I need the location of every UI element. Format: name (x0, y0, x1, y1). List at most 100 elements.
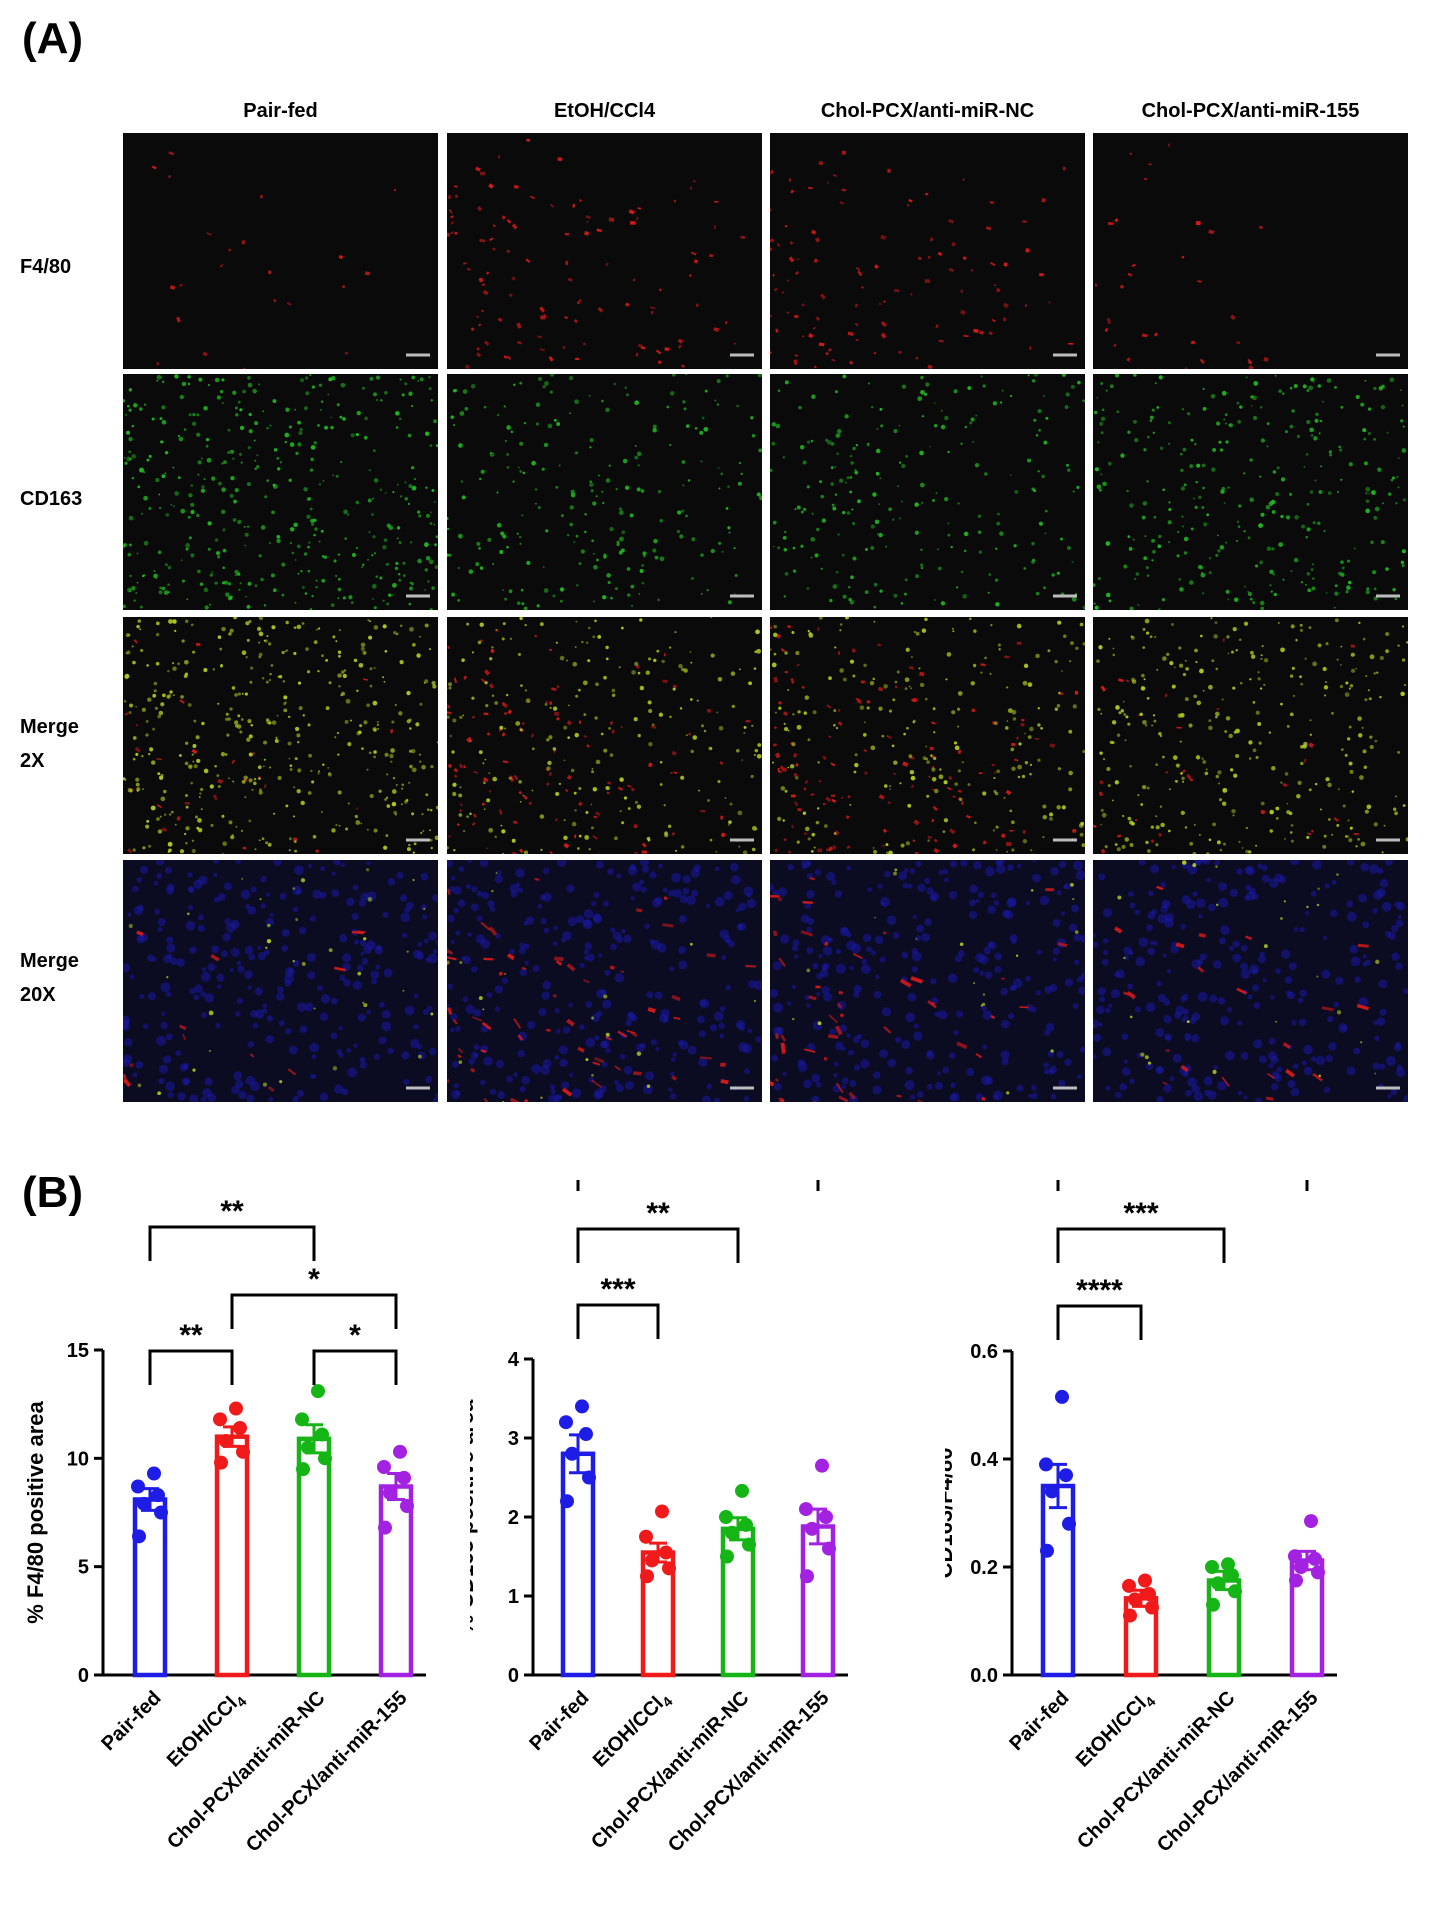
significance-bracket (230, 1293, 398, 1329)
micrograph-tile (1093, 133, 1408, 369)
significance-bracket (1056, 1180, 1309, 1191)
data-point (1138, 1573, 1152, 1588)
data-point (378, 1520, 392, 1535)
data-point (377, 1460, 391, 1474)
data-point (236, 1444, 250, 1459)
data-point (147, 1466, 161, 1481)
data-point (1039, 1457, 1053, 1472)
category-subscript: 4 (1142, 1693, 1159, 1710)
data-point (131, 1479, 145, 1494)
data-point (213, 1412, 227, 1427)
data-point (1123, 1608, 1137, 1623)
data-point (742, 1537, 756, 1552)
data-point (739, 1517, 753, 1532)
data-point (1145, 1600, 1159, 1615)
micrograph-tile (447, 374, 762, 610)
chart-cd163-positive-area: 0 1 2 3 4 % CD163 positive area Pair-fedEtOH/C… (470, 1180, 848, 1857)
significance-label: **** (1076, 1274, 1123, 1307)
y-tick-label: 0.0 (970, 1665, 998, 1687)
data-point (1294, 1560, 1308, 1574)
data-point (735, 1483, 749, 1498)
data-point (1288, 1549, 1302, 1564)
micrograph-tile (1093, 617, 1408, 854)
y-tick-label: 0.2 (970, 1557, 998, 1579)
data-point (579, 1427, 593, 1442)
data-point (229, 1401, 243, 1416)
data-point (1055, 1389, 1069, 1404)
data-point (819, 1510, 833, 1524)
data-point (400, 1499, 414, 1513)
bar (378, 1484, 414, 1678)
y-tick-label: 15 (67, 1340, 89, 1362)
y-tick-label: 2 (508, 1507, 519, 1529)
chart-cd163-f480-ratio: 0.0 0.2 0.4 0.6 CD163/F4/80 Pair-fedEtOH/CCl4… (945, 1180, 1337, 1857)
data-point (1228, 1584, 1242, 1599)
category-label: EtOH/CCl4 (589, 1687, 676, 1774)
data-point (1045, 1484, 1059, 1499)
significance-label: * (349, 1319, 361, 1352)
data-point (575, 1399, 589, 1414)
category-label: Chol-PCX/anti-miR-NC (1073, 1687, 1239, 1853)
y-tick-label: 1 (508, 1586, 519, 1608)
y-tick-label: 3 (508, 1428, 519, 1450)
data-point (233, 1421, 247, 1435)
significance-bracket (576, 1180, 820, 1191)
significance-bracket (576, 1227, 740, 1263)
micrograph-tile (770, 860, 1085, 1102)
data-point (799, 1502, 813, 1517)
significance-label: ** (646, 1197, 670, 1230)
column-header-anti-mir-nc: Chol-PCX/anti-miR-NC (820, 100, 1035, 122)
y-axis-label: CD163/F4/80 (945, 1448, 957, 1579)
micrograph-tile (770, 133, 1085, 369)
data-point (1308, 1551, 1322, 1566)
data-point (662, 1561, 676, 1576)
significance-label: *** (1123, 1197, 1158, 1230)
y-axis-label: % F4/80 positive area (23, 1400, 48, 1623)
micrograph-tile (447, 617, 762, 854)
data-point (815, 1458, 829, 1473)
category-subscript: 4 (233, 1693, 250, 1710)
data-point (311, 1384, 325, 1399)
data-point (1289, 1573, 1303, 1588)
significance-bracket (576, 1303, 660, 1339)
data-point (214, 1455, 228, 1470)
micrograph-tile (123, 860, 438, 1102)
row-label-f480: F4/80 (20, 256, 72, 278)
panel-b-label: (B) (22, 1168, 84, 1217)
row-label-merge-20x: Merge 20X (20, 950, 79, 1006)
data-point (397, 1470, 411, 1485)
data-point (132, 1529, 146, 1544)
column-header-pair-fed: Pair-fed (243, 100, 318, 122)
bar (214, 1434, 250, 1678)
category-label: Pair-fed (525, 1687, 593, 1755)
significance-label: ** (179, 1319, 203, 1352)
data-point (1221, 1557, 1235, 1572)
y-tick-label: 0 (508, 1665, 519, 1687)
data-point (560, 1494, 574, 1509)
data-point (1062, 1516, 1076, 1531)
significance-bracket (1056, 1227, 1226, 1263)
significance-bracket (312, 1349, 398, 1385)
data-point (1225, 1568, 1239, 1583)
data-point (154, 1505, 168, 1520)
data-point (296, 1462, 310, 1477)
category-label: Chol-PCX/anti-miR-155 (1153, 1687, 1323, 1857)
data-point (315, 1427, 329, 1442)
category-subscript: 4 (659, 1693, 676, 1710)
significance-label: ** (220, 1195, 244, 1228)
micrograph-tile (1093, 860, 1408, 1102)
chart-f480-positive-area: 0 5 10 15 % F4/80 positive area Pair-fedEtOH/… (23, 1195, 426, 1857)
micrograph-tile (123, 133, 438, 369)
data-point (719, 1510, 733, 1524)
data-point (318, 1451, 332, 1466)
column-header-anti-mir-155: Chol-PCX/anti-miR-155 (1141, 100, 1360, 122)
y-tick-label: 4 (508, 1349, 520, 1371)
data-point (655, 1504, 669, 1519)
y-tick-label: 0 (78, 1665, 89, 1687)
data-point (1040, 1543, 1054, 1558)
column-header-etoh-ccl4: EtOH/CCl4 (553, 100, 656, 122)
data-point (639, 1529, 653, 1544)
data-point (559, 1415, 573, 1430)
data-point (640, 1569, 654, 1584)
data-point (822, 1541, 836, 1556)
